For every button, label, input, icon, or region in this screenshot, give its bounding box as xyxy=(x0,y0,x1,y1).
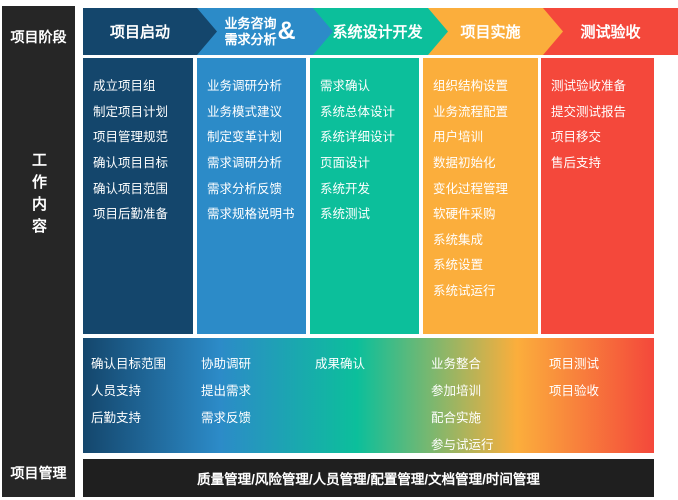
left-rail: 项目阶段 工作内容 项目管理 xyxy=(2,6,75,497)
work-item: 业务模式建议 xyxy=(207,104,283,119)
support-item: 确认目标范围 xyxy=(91,357,167,371)
work-item: 变化过程管理 xyxy=(433,181,509,196)
phase-header-label-lines: 业务咨询 需求分析 xyxy=(224,16,276,48)
support-item: 参与试运行 xyxy=(431,438,494,452)
phase-header-label-line1: 业务咨询 xyxy=(224,15,277,31)
work-item: 需求分析反馈 xyxy=(207,181,283,196)
support-item: 业务整合 xyxy=(431,357,482,371)
work-item: 成立项目组 xyxy=(93,79,156,94)
work-item: 系统试运行 xyxy=(433,284,496,299)
work-column-project-start: 成立项目组 制定项目计划 项目管理规范 确认项目目标 确认项目范围 项目后勤准备 xyxy=(83,58,193,334)
project-management-bar: 质量管理/风险管理/人员管理/配置管理/文档管理/时间管理 xyxy=(83,459,654,497)
rail-phase-label: 项目阶段 xyxy=(10,29,67,45)
work-item: 制定项目计划 xyxy=(93,104,169,119)
work-column-consult-requirements: 业务调研分析 业务模式建议 制定变革计划 需求调研分析 需求分析反馈 需求规格说… xyxy=(197,58,306,334)
support-item: 配合实施 xyxy=(431,411,482,425)
support-item: 项目验收 xyxy=(549,384,600,398)
work-item: 系统详细设计 xyxy=(320,130,396,145)
work-item: 系统集成 xyxy=(433,232,484,247)
work-item: 需求确认 xyxy=(320,79,371,94)
work-item: 业务调研分析 xyxy=(207,79,283,94)
support-item: 后勤支持 xyxy=(91,411,142,425)
phase-header-label-line2: 需求分析 xyxy=(224,31,277,47)
work-item: 项目管理规范 xyxy=(93,130,169,145)
work-item: 数据初始化 xyxy=(433,156,496,171)
work-item: 测试验收准备 xyxy=(551,79,627,94)
work-item: 系统开发 xyxy=(320,181,371,196)
phase-header-test-acceptance: 测试验收 xyxy=(543,8,678,55)
work-item: 提交测试报告 xyxy=(551,104,627,119)
phase-header-label: 测试验收 xyxy=(580,24,641,41)
work-item: 需求调研分析 xyxy=(207,156,283,171)
support-group-project-start: 确认目标范围 人员支持 后勤支持 xyxy=(91,349,166,430)
support-group-implementation: 业务整合 参加培训 配合实施 参与试运行 xyxy=(431,349,494,457)
support-item: 人员支持 xyxy=(91,384,142,398)
rail-mgmt-label: 项目管理 xyxy=(10,465,67,481)
work-column-test-acceptance: 测试验收准备 提交测试报告 项目移交 售后支持 xyxy=(541,58,654,334)
work-item: 确认项目目标 xyxy=(93,156,169,171)
work-item: 业务流程配置 xyxy=(433,104,509,119)
work-item: 组织结构设置 xyxy=(433,79,509,94)
support-item: 项目测试 xyxy=(549,357,600,371)
support-group-consult-requirements: 协助调研 提出需求 需求反馈 xyxy=(201,349,251,430)
rail-work-label-wrap: 工作内容 xyxy=(2,152,75,240)
support-group-test-acceptance: 项目测试 项目验收 xyxy=(549,349,599,403)
rail-work-label: 工作内容 xyxy=(30,152,47,240)
support-group-system-design-dev: 成果确认 xyxy=(315,349,365,376)
work-column-system-design-dev: 需求确认 系统总体设计 系统详细设计 页面设计 系统开发 系统测试 xyxy=(310,58,419,334)
work-item: 确认项目范围 xyxy=(93,181,169,196)
support-item: 提出需求 xyxy=(201,384,252,398)
work-item: 系统设置 xyxy=(433,258,484,273)
work-item: 系统测试 xyxy=(320,207,371,222)
support-item: 需求反馈 xyxy=(201,411,252,425)
work-item: 项目移交 xyxy=(551,130,602,145)
customer-support-band: 确认目标范围 人员支持 后勤支持 协助调研 提出需求 需求反馈 成果确认 业务整… xyxy=(83,338,654,453)
ampersand-glyph: & xyxy=(277,17,296,45)
phase-header-label: 项目启动 xyxy=(109,24,170,41)
work-item: 制定变革计划 xyxy=(207,130,283,145)
support-item: 成果确认 xyxy=(315,357,366,371)
support-item: 参加培训 xyxy=(431,384,482,398)
work-item: 项目后勤准备 xyxy=(93,207,169,222)
support-item: 协助调研 xyxy=(201,357,252,371)
work-item: 需求规格说明书 xyxy=(207,207,295,222)
work-item: 系统总体设计 xyxy=(320,104,396,119)
work-column-implementation: 组织结构设置 业务流程配置 用户培训 数据初始化 变化过程管理 软硬件采购 系统… xyxy=(423,58,538,334)
work-item: 用户培训 xyxy=(433,130,484,145)
work-item: 页面设计 xyxy=(320,156,371,171)
phase-header-label: 项目实施 xyxy=(460,24,521,41)
work-item: 软硬件采购 xyxy=(433,207,496,222)
work-item: 售后支持 xyxy=(551,156,602,171)
phase-header-label: 系统设计开发 xyxy=(332,24,423,41)
phase-header-project-start: 项目启动 xyxy=(83,8,217,55)
